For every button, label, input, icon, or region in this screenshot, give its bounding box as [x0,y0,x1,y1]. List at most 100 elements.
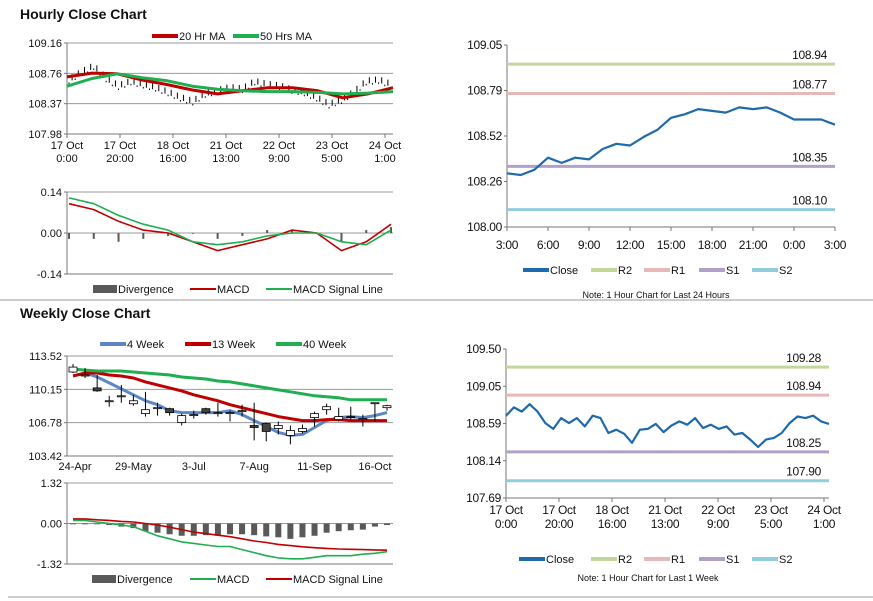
x-tick-label: 17 Oct [489,503,524,517]
pivot-label-s1: 108.25 [786,436,822,450]
series-macd-signal-line [73,518,388,551]
divergence-bar [371,523,378,527]
y-tick-label: 109.05 [467,38,503,52]
candle-body [322,406,332,411]
divergence-bar [335,523,342,532]
pivot-label-r2: 109.28 [786,351,822,365]
series-40-week [72,367,387,402]
divergence-bar [227,523,233,535]
candle-body [104,400,114,403]
series-macd [73,519,388,560]
legend-label: S2 [779,554,792,566]
candle-body [213,412,223,415]
series-50-hrs-ma [66,72,394,96]
y-tick-label: 0.00 [41,519,62,531]
candle-body [273,425,283,429]
x-tick-label: 9:00 [707,517,730,531]
x-tick-label: 22 Oct [263,140,295,152]
x-tick-label: 21:00 [739,238,768,252]
divergence-bar [266,230,269,233]
y-tick-label: 108.76 [28,68,62,80]
divergence-bar [214,523,221,536]
candle-body [358,418,368,420]
divergence-bar [323,523,330,533]
legend-label: R1 [671,554,685,566]
pivot-label-r2: 108.94 [792,48,828,62]
series-close [505,403,830,449]
candle-body [334,416,344,420]
legend-label: Divergence [117,574,173,586]
candle-body [261,423,271,432]
y-tick-label: 108.26 [467,175,503,189]
legend-label: MACD [217,574,249,586]
legend-label: R1 [671,265,685,277]
x-tick-label: 24 Oct [369,140,401,152]
y-tick-label: -0.14 [37,269,62,281]
divergence-bar [311,523,318,536]
candle-body [116,395,126,398]
divergence-bar [216,233,219,239]
x-tick-label: 20:00 [545,517,574,531]
divergence-bar [142,233,145,239]
x-tick-label: 3:00 [496,238,519,252]
y-tick-label: 108.79 [467,84,503,98]
legend-label: 40 Week [303,339,347,351]
x-tick-label: 18 Oct [595,503,630,517]
y-tick-label: 103.42 [28,451,62,463]
x-tick-label: 23 Oct [316,140,348,152]
hourly-pivot-chart: 109.05 108.79 108.52 108.26 108.00 3:00 6:00 9:… [467,38,847,300]
x-tick-label: 0:00 [783,238,806,252]
divergence-bar [299,523,306,538]
series-close [506,106,836,177]
candle-body [128,400,138,405]
candle-body [165,408,175,414]
hourly-title: Hourly Close Chart [20,6,147,22]
candle-body [201,408,211,414]
divergence-bar [68,233,70,239]
legend-label: MACD [217,284,249,296]
legend-label: MACD Signal Line [293,284,383,296]
x-tick-label: 3:00 [824,238,847,252]
candle-body [80,374,90,377]
y-tick-label: 109.05 [466,379,502,393]
x-tick-label: 9:00 [578,238,601,252]
y-tick-label: 108.00 [467,220,503,234]
weekly-title: Weekly Close Chart [20,305,151,321]
x-tick-label: 13:00 [212,153,240,165]
x-tick-label: 22 Oct [701,503,736,517]
divergence-bar [390,227,392,233]
x-tick-label: 1:00 [813,517,836,531]
divergence-bar [347,523,354,531]
x-tick-label: 29-May [115,461,152,473]
divergence-bar [142,523,149,532]
divergence-bar [263,523,270,537]
legend-swatch [93,285,117,293]
divergence-bar [92,233,95,239]
y-tick-label: 106.78 [28,418,62,430]
candle-body [298,428,307,432]
divergence-bar [251,523,258,536]
legend-label: Close [546,554,574,566]
candle-body [370,402,380,405]
candle-body [177,415,187,423]
y-tick-label: 108.14 [466,454,502,468]
divergence-bar [365,230,368,233]
candle-body [153,407,162,410]
x-tick-label: 5:00 [321,153,342,165]
chart-note: Note: 1 Hour Chart for Last 1 Week [578,573,719,583]
weekly-macd-chart: 1.32 0.00 -1.32 Divergence MACD MACD Signal L… [37,478,393,586]
divergence-bar [290,230,293,233]
y-tick-label: 0.14 [41,187,62,199]
x-tick-label: 18 Oct [157,140,189,152]
y-tick-label: 110.15 [29,384,62,396]
x-tick-label: 21 Oct [210,140,242,152]
candle-body [225,412,235,415]
divergence-bar [82,523,89,525]
divergence-bar [154,523,161,533]
y-tick-label: 108.59 [466,417,502,431]
x-tick-label: 0:00 [495,517,518,531]
divergence-bar [190,523,197,536]
x-tick-label: 15:00 [657,238,686,252]
